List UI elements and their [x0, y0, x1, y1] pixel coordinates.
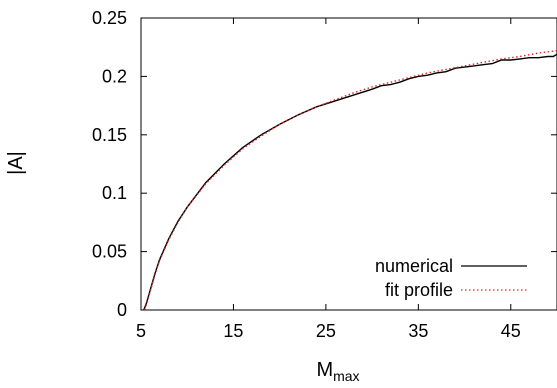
y-axis-ticks: 0 0.05 0.1 0.15 0.2 0.25	[92, 8, 557, 320]
y-tick-label: 0.15	[92, 125, 127, 145]
x-tick-label: 25	[316, 321, 336, 341]
x-axis-label: Mmax	[316, 359, 359, 384]
y-tick-label: 0	[117, 300, 127, 320]
y-tick-label: 0.1	[102, 183, 127, 203]
y-tick-label: 0.2	[102, 66, 127, 86]
y-tick-label: 0.05	[92, 242, 127, 262]
x-axis-label-main: M	[316, 359, 333, 381]
x-tick-label: 5	[136, 321, 146, 341]
legend: numerical fit profile	[375, 256, 527, 300]
y-axis-label: |A|	[5, 151, 27, 175]
legend-label-numerical: numerical	[375, 256, 453, 276]
x-axis-ticks: 5 15 25 35 45	[136, 18, 521, 341]
series-line-fit-profile	[144, 50, 557, 311]
series-layer	[143, 50, 557, 311]
plot-frame	[140, 17, 557, 311]
x-tick-label: 45	[501, 321, 521, 341]
series-line-numerical	[143, 53, 557, 311]
x-tick-label: 35	[408, 321, 428, 341]
legend-label-fit-profile: fit profile	[385, 280, 453, 300]
y-tick-label: 0.25	[92, 8, 127, 28]
x-tick-label: 15	[223, 321, 243, 341]
x-axis-label-subscript: max	[333, 368, 359, 384]
